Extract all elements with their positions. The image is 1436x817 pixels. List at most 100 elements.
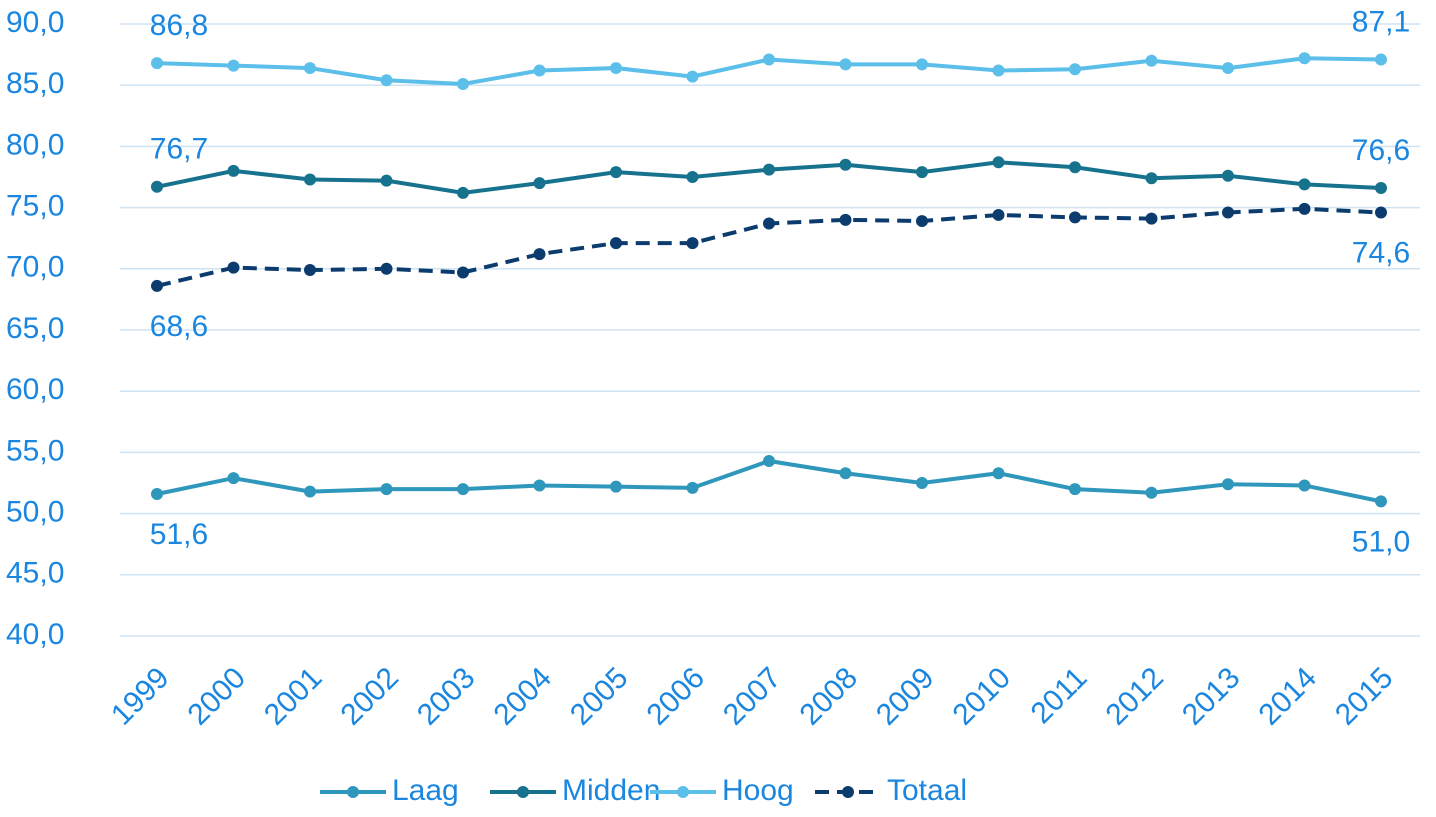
point: [610, 166, 622, 179]
data-label: 76,7: [150, 133, 208, 166]
x-tick-label: 2008: [794, 661, 865, 732]
legend-label: Hoog: [722, 774, 794, 807]
y-tick-label: 85,0: [6, 67, 64, 100]
x-tick-label: 2005: [564, 661, 635, 732]
y-tick-label: 80,0: [6, 128, 64, 161]
x-tick-label: 2001: [258, 661, 329, 732]
point: [763, 454, 775, 467]
point: [992, 467, 1005, 480]
point: [304, 264, 316, 277]
legend-marker: [517, 786, 529, 798]
point: [227, 164, 240, 177]
data-label: 51,0: [1352, 525, 1410, 558]
point: [380, 262, 393, 275]
x-tick-label: 2007: [717, 661, 788, 732]
x-tick-label: 2009: [870, 661, 941, 732]
point: [686, 237, 699, 250]
x-tick-label: 1999: [105, 661, 176, 732]
point: [839, 467, 852, 480]
y-tick-label: 90,0: [6, 6, 64, 39]
data-label: 76,6: [1352, 134, 1410, 167]
point: [992, 64, 1005, 77]
point: [1222, 169, 1234, 182]
point: [151, 57, 163, 70]
point: [1375, 206, 1387, 219]
point: [763, 53, 775, 66]
y-tick-label: 45,0: [6, 557, 64, 590]
point: [380, 74, 393, 87]
x-tick-label: 2011: [1025, 661, 1094, 730]
legend-marker: [347, 786, 359, 798]
point: [457, 266, 469, 279]
x-tick-label: 2012: [1100, 661, 1171, 732]
point: [227, 261, 240, 274]
y-tick-label: 70,0: [6, 251, 64, 284]
point: [992, 208, 1005, 221]
point: [533, 248, 546, 261]
y-tick-label: 65,0: [6, 312, 64, 345]
data-label: 86,8: [150, 9, 208, 42]
point: [227, 59, 240, 72]
data-label: 51,6: [150, 518, 208, 551]
point: [1222, 206, 1234, 219]
point: [763, 217, 775, 230]
point: [1145, 54, 1158, 67]
y-tick-label: 50,0: [6, 496, 64, 529]
data-label: 74,6: [1352, 236, 1410, 269]
point: [610, 480, 622, 493]
point: [151, 279, 163, 292]
point: [457, 483, 469, 496]
point: [1145, 172, 1158, 185]
point: [304, 62, 316, 75]
point: [839, 213, 852, 226]
y-tick-label: 75,0: [6, 190, 64, 223]
legend-label: Midden: [562, 774, 660, 807]
point: [380, 483, 393, 496]
legend-label: Totaal: [887, 774, 967, 807]
point: [1222, 478, 1234, 491]
point: [610, 237, 622, 250]
x-tick-label: 2003: [411, 661, 482, 732]
x-tick-label: 2002: [335, 661, 406, 732]
point: [1145, 486, 1158, 499]
point: [1375, 182, 1387, 195]
legend-label: Laag: [392, 774, 459, 807]
point: [992, 156, 1005, 169]
series-line: [156, 458, 1382, 504]
point: [533, 64, 546, 77]
point: [1298, 202, 1311, 215]
legend-marker: [677, 786, 689, 798]
y-tick-label: 55,0: [6, 434, 64, 467]
x-tick-label: 2015: [1329, 661, 1400, 732]
x-tick-label: 2010: [947, 661, 1018, 732]
y-tick-label: 40,0: [6, 618, 64, 651]
point: [839, 58, 852, 71]
point: [1069, 211, 1081, 224]
point: [686, 70, 699, 83]
point: [1222, 62, 1234, 75]
x-tick-label: 2000: [182, 661, 253, 732]
point: [457, 77, 469, 90]
point: [151, 180, 163, 193]
point: [1298, 479, 1311, 492]
point: [916, 477, 928, 489]
point: [457, 186, 469, 199]
x-tick-label: 2006: [641, 661, 712, 732]
point: [151, 488, 163, 501]
point: [1298, 178, 1311, 191]
point: [1375, 495, 1387, 508]
point: [916, 58, 928, 71]
point: [686, 171, 699, 183]
point: [1069, 63, 1081, 76]
point: [839, 158, 852, 171]
point: [1298, 52, 1311, 65]
point: [1069, 161, 1081, 174]
y-tick-label: 60,0: [6, 373, 64, 406]
point: [1375, 53, 1387, 66]
point: [610, 62, 622, 75]
legend-marker: [842, 786, 854, 798]
data-label: 87,1: [1352, 5, 1410, 38]
x-tick-label: 2014: [1253, 661, 1324, 732]
point: [916, 166, 928, 179]
